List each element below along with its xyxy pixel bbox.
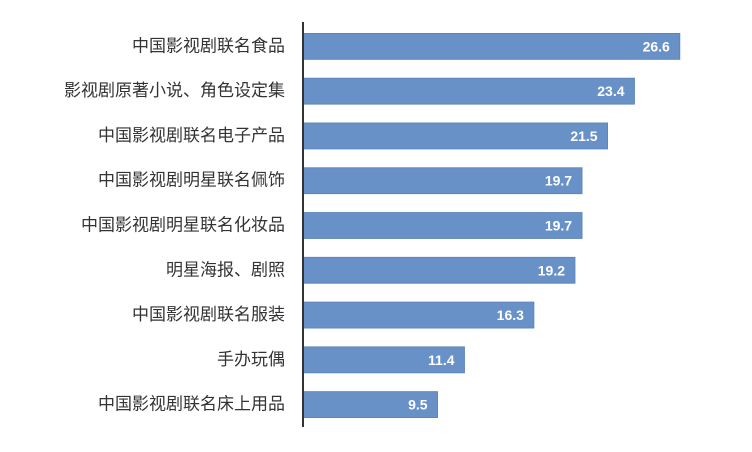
bar [302, 301, 535, 329]
bar [302, 32, 681, 60]
y-tick-label: 中国影视剧联名电子产品 [98, 126, 285, 146]
data-label: 11.4 [428, 352, 455, 368]
y-tick-label: 中国影视剧明星联名佩饰 [98, 171, 285, 191]
y-tick-label: 影视剧原著小说、角色设定集 [64, 81, 285, 101]
data-label: 16.3 [497, 307, 524, 323]
data-label: 19.2 [538, 262, 565, 278]
bar [302, 77, 635, 105]
data-label: 19.7 [545, 218, 572, 234]
data-label: 26.6 [643, 38, 670, 54]
data-label: 21.5 [570, 128, 597, 144]
data-label: 19.7 [545, 173, 572, 189]
y-tick-label: 中国影视剧联名服装 [132, 305, 285, 325]
y-tick-label: 中国影视剧明星联名化妆品 [81, 216, 285, 236]
bar [302, 122, 608, 150]
y-tick-label: 中国影视剧联名床上用品 [98, 395, 285, 415]
y-tick-label: 明星海报、剧照 [166, 260, 285, 280]
bar [302, 212, 583, 239]
y-tick-label: 中国影视剧联名食品 [132, 36, 285, 56]
bar [302, 256, 576, 284]
y-tick-label: 手办玩偶 [217, 350, 285, 370]
data-label: 23.4 [597, 83, 624, 99]
data-label: 9.5 [408, 397, 428, 413]
bar [302, 167, 583, 195]
bar [302, 391, 438, 419]
bar [302, 346, 465, 374]
